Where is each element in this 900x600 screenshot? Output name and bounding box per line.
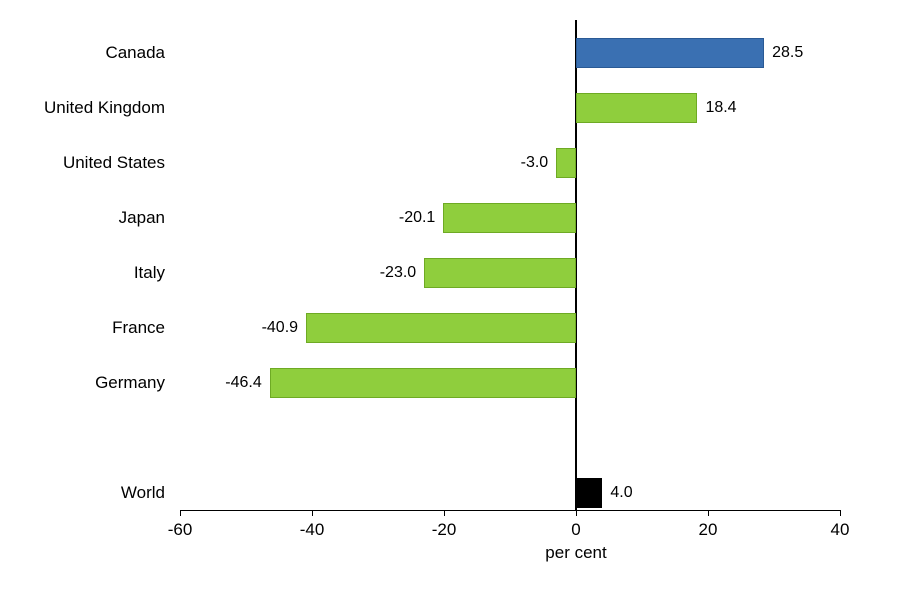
value-label: 28.5 bbox=[772, 44, 803, 62]
x-axis-tick-label: 20 bbox=[678, 520, 738, 540]
value-label: 4.0 bbox=[610, 484, 632, 502]
category-label: Germany bbox=[0, 373, 165, 393]
category-label: United Kingdom bbox=[0, 98, 165, 118]
bar bbox=[576, 38, 764, 68]
x-axis-tick-label: -40 bbox=[282, 520, 342, 540]
x-axis-tick-label: -20 bbox=[414, 520, 474, 540]
bar bbox=[424, 258, 576, 288]
category-label: Canada bbox=[0, 43, 165, 63]
bar bbox=[576, 478, 602, 508]
category-label: Italy bbox=[0, 263, 165, 283]
x-axis-title: per cent bbox=[516, 543, 636, 563]
category-label: World bbox=[0, 483, 165, 503]
value-label: -23.0 bbox=[380, 264, 416, 282]
bar bbox=[576, 93, 697, 123]
horizontal-bar-chart: Canada United Kingdom United States Japan It… bbox=[0, 0, 900, 600]
x-axis-tick bbox=[576, 510, 577, 516]
x-axis-tick bbox=[840, 510, 841, 516]
value-label: -40.9 bbox=[262, 319, 298, 337]
bar bbox=[443, 203, 576, 233]
x-axis-tick bbox=[312, 510, 313, 516]
value-label: 18.4 bbox=[705, 99, 736, 117]
value-label: -3.0 bbox=[521, 154, 549, 172]
x-axis-tick bbox=[180, 510, 181, 516]
x-axis-tick-label: 0 bbox=[546, 520, 606, 540]
x-axis-tick bbox=[708, 510, 709, 516]
bar bbox=[306, 313, 576, 343]
category-label: Japan bbox=[0, 208, 165, 228]
category-label: France bbox=[0, 318, 165, 338]
value-label: -46.4 bbox=[225, 374, 261, 392]
x-axis-tick-label: 40 bbox=[810, 520, 870, 540]
x-axis-tick bbox=[444, 510, 445, 516]
value-label: -20.1 bbox=[399, 209, 435, 227]
bar bbox=[556, 148, 576, 178]
x-axis-tick-label: -60 bbox=[150, 520, 210, 540]
category-label: United States bbox=[0, 153, 165, 173]
bar bbox=[270, 368, 576, 398]
